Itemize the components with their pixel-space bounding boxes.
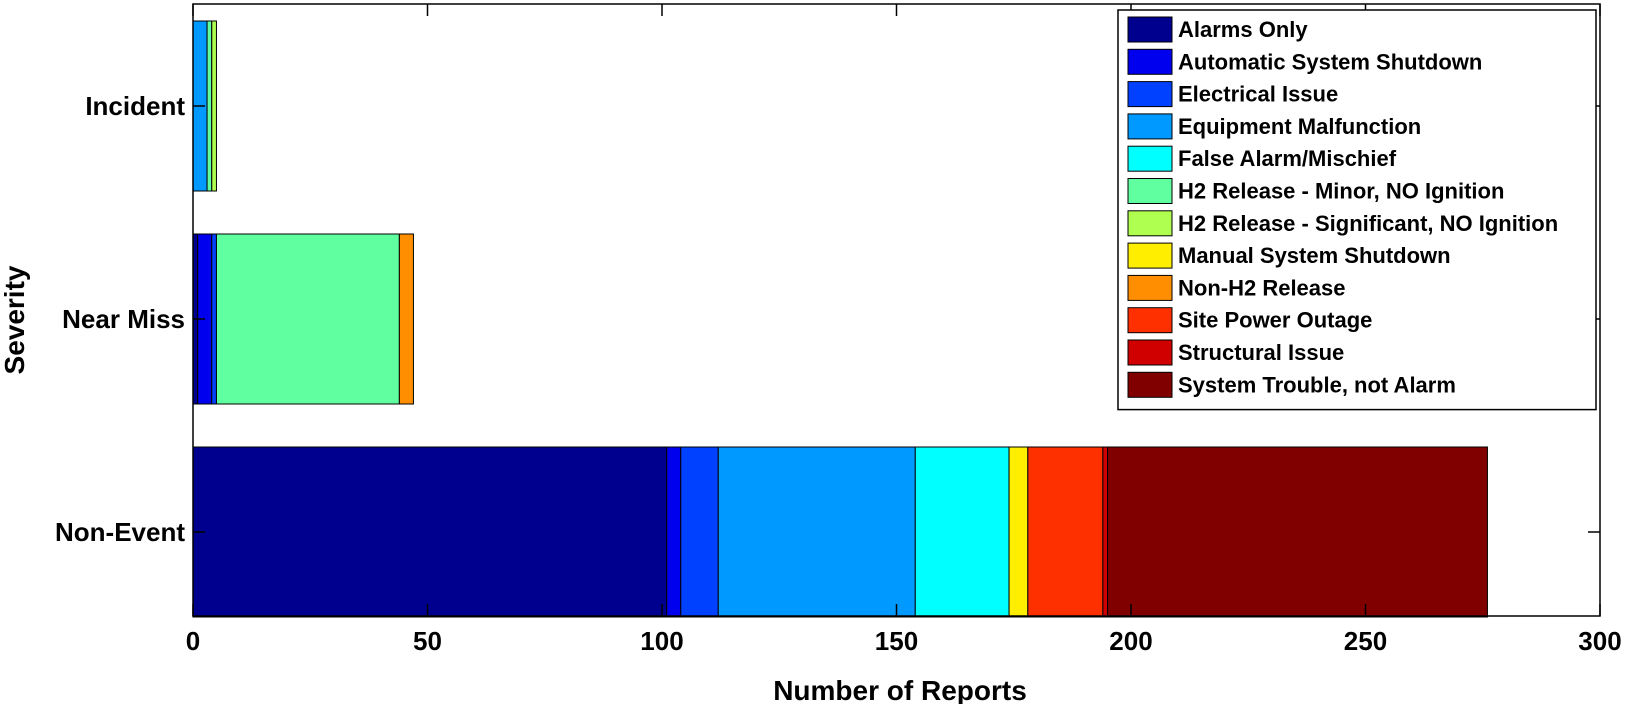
legend-label: Site Power Outage [1178,308,1372,333]
bar-near-miss-electrical-issue [211,233,217,405]
x-tick-label: 250 [1344,626,1387,656]
bar-non-event-alarms-only [192,446,668,618]
x-tick-label: 0 [186,626,200,656]
legend-swatch [1127,274,1173,301]
legend-label: System Trouble, not Alarm [1178,372,1456,397]
x-axis-label: Number of Reports [773,675,1027,704]
x-tick-label: 100 [640,626,683,656]
legend-label: H2 Release - Minor, NO Ignition [1178,179,1504,204]
y-axis-label: Severity [0,265,30,374]
x-tick-label: 200 [1109,626,1152,656]
legend-label: H2 Release - Significant, NO Ignition [1178,211,1558,236]
legend-swatch [1127,339,1173,366]
bar-near-miss-non-h2-release [398,233,414,405]
bar-non-event-site-power-outage [1027,446,1104,618]
bar-non-event-automatic-system-shutdown [666,446,682,618]
legend-label: Structural Issue [1178,340,1344,365]
legend-label: Non-H2 Release [1178,275,1346,300]
legend-label: Electrical Issue [1178,82,1338,107]
legend-label: False Alarm/Mischief [1178,146,1397,171]
x-tick-label: 150 [875,626,918,656]
legend-swatch [1127,48,1173,75]
legend-swatch [1127,16,1173,43]
legend-swatch [1127,113,1173,140]
bar-incident-h2-release-minor-no-ignition [206,20,213,192]
bar-non-event-structural-issue [1102,446,1109,618]
bar-non-event-equipment-malfunction [717,446,916,618]
legend-swatch [1127,81,1173,108]
legend-label: Manual System Shutdown [1178,243,1451,268]
legend-swatch [1127,371,1173,398]
legend-label: Alarms Only [1178,17,1308,42]
y-tick-label: Non-Event [55,517,185,547]
bars-group [192,20,1488,618]
bar-non-event-false-alarm-mischief [914,446,1010,618]
y-tick-label: Incident [85,91,185,121]
legend-swatch [1127,178,1173,204]
legend: Alarms Only Automatic System Shutdown Elec… [1117,9,1597,411]
y-tick-label: Near Miss [62,304,185,334]
bar-near-miss-h2-release-minor-no-ignition [215,233,400,405]
legend-swatch [1127,242,1173,269]
legend-box [1117,9,1597,411]
bar-non-event-manual-system-shutdown [1008,446,1029,618]
legend-swatch [1127,307,1173,334]
legend-label: Equipment Malfunction [1178,114,1421,139]
axes-group: 0 50 100 150 200 250 300 Incident Near Miss Non-E… [55,3,1622,656]
bar-incident-h2-release-significant-no-ignition [211,20,217,192]
bar-non-event-electrical-issue [680,446,719,618]
x-tick-label: 300 [1578,626,1621,656]
legend-swatch [1127,145,1173,172]
bar-non-event-system-trouble-not-alarm [1107,446,1488,618]
x-tick-label: 50 [413,626,442,656]
legend-swatch [1127,210,1173,237]
legend-label: Automatic System Shutdown [1178,49,1482,74]
